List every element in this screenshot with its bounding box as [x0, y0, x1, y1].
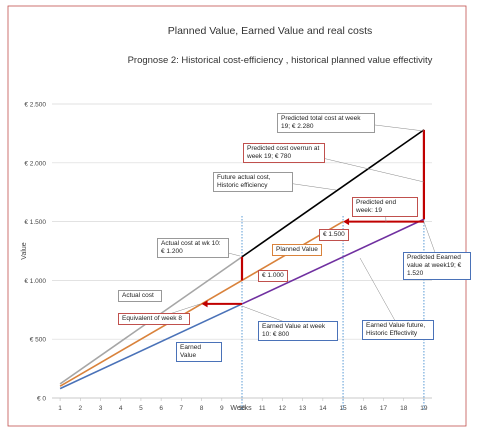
- x-tick-label: 8: [200, 405, 204, 412]
- y-tick-label: € 2.000: [24, 160, 46, 167]
- x-tick-label: 17: [380, 405, 388, 412]
- annotation: Earned Value at week 10: € 800: [258, 321, 338, 341]
- x-tick-label: 13: [299, 405, 307, 412]
- x-tick-label: 1: [58, 405, 62, 412]
- y-tick-label: € 500: [30, 337, 47, 344]
- x-tick-label: 5: [139, 405, 143, 412]
- chart-subtitle: Prognose 2: Historical cost-efficiency ,…: [128, 55, 433, 66]
- annotation: Actual cost: [118, 290, 162, 302]
- annotation: Earned Value: [176, 342, 222, 362]
- x-tick-label: 6: [159, 405, 163, 412]
- annotation: Predicted total cost at week 19; € 2.280: [277, 113, 375, 133]
- x-axis-label: Weeks: [230, 405, 252, 412]
- x-tick-label: 18: [400, 405, 408, 412]
- arrow-head: [343, 218, 350, 226]
- series-line: [241, 218, 425, 305]
- annotation: Predicted cost overrun at week 19; € 780: [243, 143, 325, 163]
- y-tick-label: € 1.000: [24, 278, 46, 285]
- x-tick-label: 3: [99, 405, 103, 412]
- x-tick-label: 9: [220, 405, 224, 412]
- annotation: Planned Value: [272, 244, 322, 256]
- chart-title: Planned Value, Earned Value and real cos…: [168, 25, 373, 37]
- annotation: € 1.500: [319, 229, 349, 241]
- arrow-head: [201, 300, 208, 308]
- annotation: Predicted Eearned value at week19; € 1.5…: [403, 252, 471, 280]
- annotation: € 1.000: [258, 270, 288, 282]
- x-tick-label: 14: [319, 405, 327, 412]
- x-tick-label: 7: [180, 405, 184, 412]
- y-tick-label: € 0: [37, 396, 46, 403]
- annotation: Future actual cost, Historic efficiency: [213, 172, 293, 192]
- y-axis-label: Value: [21, 242, 28, 259]
- series-line: [241, 129, 425, 258]
- x-tick-label: 12: [279, 405, 287, 412]
- y-tick-label: € 2.500: [24, 102, 46, 109]
- series-line: [59, 303, 243, 390]
- pointer-line: [359, 257, 399, 327]
- x-tick-label: 4: [119, 405, 123, 412]
- annotation: Earned Value future, Historic Effectivit…: [362, 320, 434, 340]
- annotation: Actual cost at wk 10: € 1.200: [157, 238, 229, 258]
- annotation: Equivalent of week 8: [118, 313, 190, 325]
- x-tick-label: 2: [78, 405, 82, 412]
- x-tick-label: 16: [360, 405, 368, 412]
- y-tick-label: € 1.500: [24, 219, 46, 226]
- x-tick-label: 11: [259, 405, 266, 412]
- annotation: Predicted end week: 19: [352, 197, 418, 217]
